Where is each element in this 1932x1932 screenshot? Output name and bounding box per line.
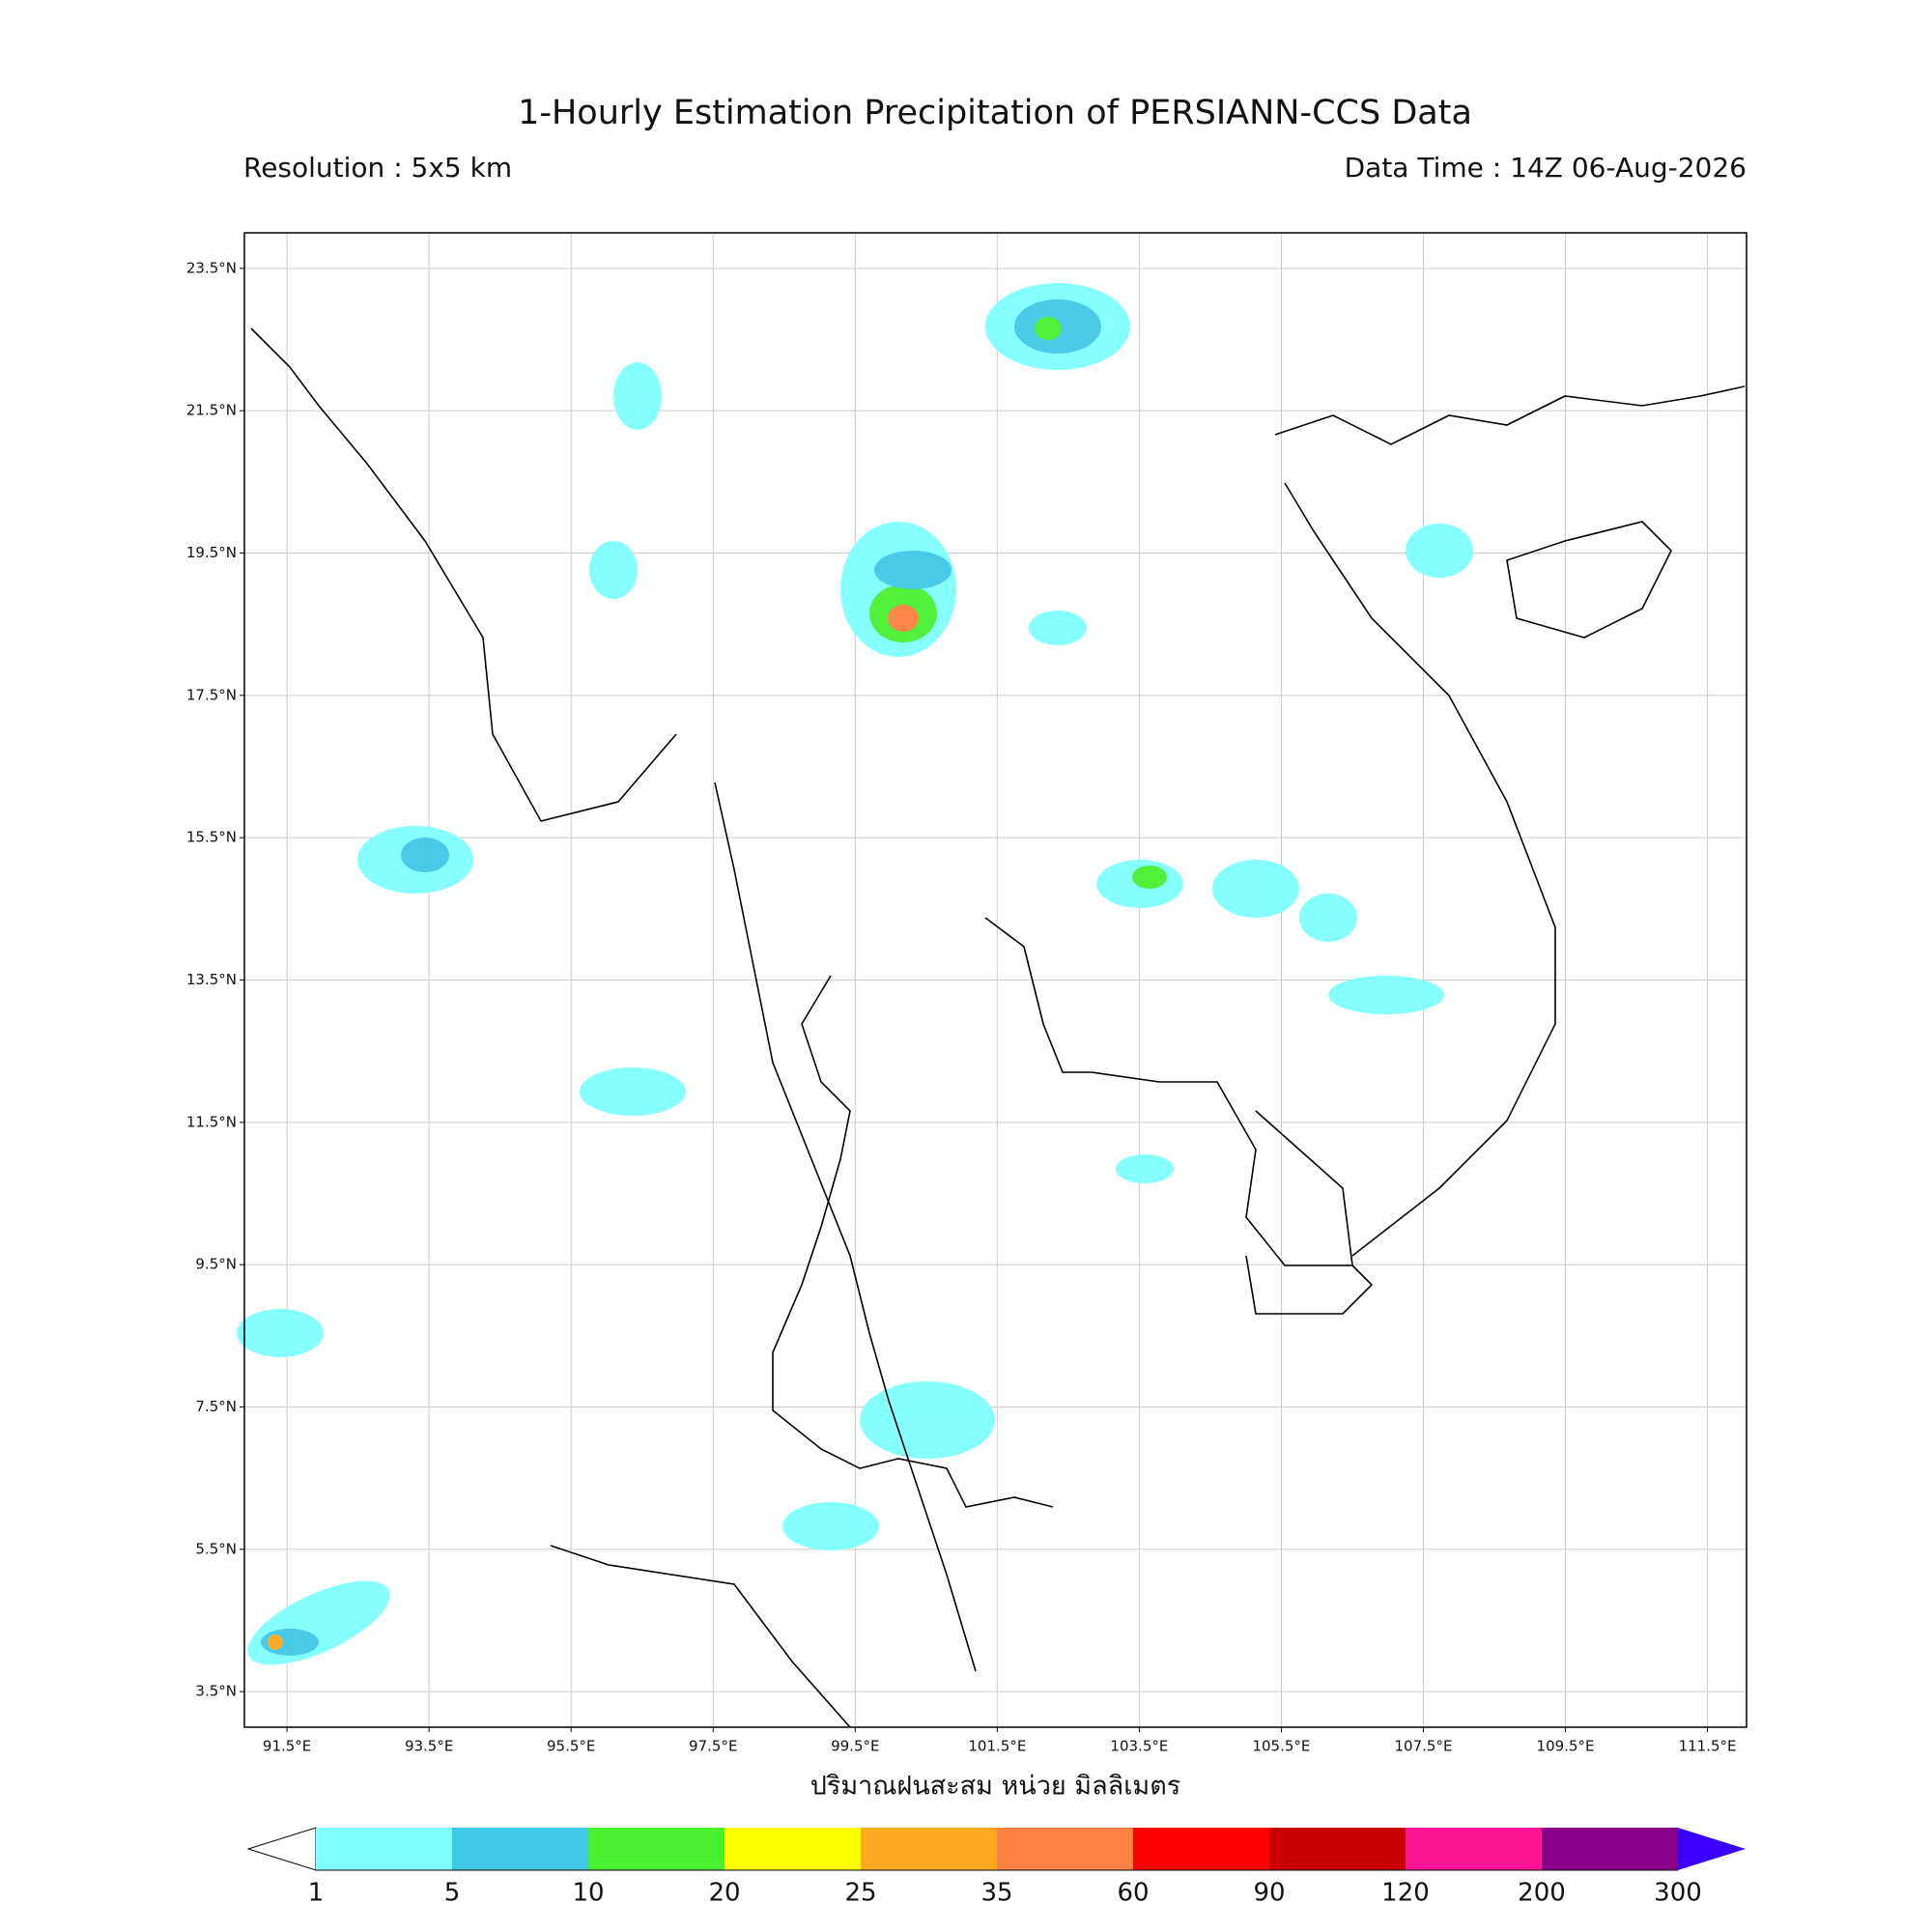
- lat-tick-label: 21.5°N: [186, 402, 237, 419]
- colorbar-label: 20: [708, 1879, 740, 1908]
- colorbar-bin: [724, 1828, 861, 1870]
- lat-tick-label: 9.5°N: [195, 1256, 237, 1273]
- lat-tick-label: 15.5°N: [186, 829, 237, 846]
- rain-cell: [1029, 611, 1087, 645]
- colorbar-label: 1: [308, 1879, 325, 1908]
- colorbar-over: [1678, 1828, 1746, 1870]
- resolution: Resolution : 5x5 km: [243, 152, 512, 184]
- island: [1506, 521, 1672, 639]
- colorbar-bin: [1133, 1828, 1269, 1870]
- colorbar-label: 60: [1117, 1879, 1149, 1908]
- rain-cell: [1035, 317, 1062, 340]
- rain-cell: [589, 541, 638, 599]
- coastline: [772, 975, 1054, 1508]
- colorbar-bin: [997, 1828, 1133, 1870]
- lon-tick-label: 107.5°E: [1395, 1738, 1453, 1755]
- lon-tick-label: 111.5°E: [1679, 1738, 1737, 1755]
- lat-tick-label: 3.5°N: [195, 1683, 237, 1700]
- lon-tick-label: 109.5°E: [1537, 1738, 1595, 1755]
- rain-cell: [1212, 860, 1299, 918]
- x-axis-label: ปริมาณฝนสะสม หน่วย มิลลิเมตร: [810, 1772, 1181, 1802]
- rain-cell: [268, 1634, 283, 1650]
- colorbar-label: 35: [980, 1879, 1012, 1908]
- colorbar-bin: [861, 1828, 997, 1870]
- coastline: [1274, 385, 1746, 445]
- data-time: Data Time : 14Z 06-Aug-2026: [1345, 152, 1747, 184]
- map-frame: [243, 232, 1747, 1728]
- colorbar-under: [246, 1827, 317, 1871]
- colorbar-label: 200: [1518, 1879, 1566, 1908]
- lon-tick-label: 93.5°E: [405, 1738, 453, 1755]
- rain-cell: [237, 1309, 324, 1357]
- coastline: [250, 327, 677, 822]
- lat-tick-label: 7.5°N: [195, 1398, 237, 1415]
- lon-tick-label: 91.5°E: [263, 1738, 311, 1755]
- rain-cell: [401, 838, 449, 872]
- lon-tick-label: 105.5°E: [1252, 1738, 1310, 1755]
- rain-cell: [1328, 976, 1444, 1014]
- coastlines: [250, 327, 1746, 1728]
- lat-tick-label: 19.5°N: [186, 544, 237, 561]
- lat-tick-label: 11.5°N: [186, 1113, 237, 1130]
- rain-cell: [1116, 1154, 1174, 1183]
- rain-cell: [1406, 524, 1473, 578]
- rain-cell: [1299, 894, 1357, 942]
- coastline: [550, 1545, 851, 1728]
- coastline: [714, 781, 977, 1672]
- lon-tick-label: 99.5°E: [831, 1738, 879, 1755]
- coastline: [984, 917, 1353, 1266]
- rain-cell: [860, 1381, 995, 1459]
- rain-cell: [247, 1580, 390, 1665]
- coastline: [1245, 1255, 1374, 1315]
- colorbar-label: 120: [1381, 1879, 1430, 1908]
- lat-tick-label: 5.5°N: [195, 1540, 237, 1557]
- lat-tick-label: 13.5°N: [186, 971, 237, 988]
- colorbar-label: 90: [1253, 1879, 1285, 1908]
- colorbar-label: 25: [844, 1879, 876, 1908]
- rain-cell: [613, 362, 662, 430]
- colorbar-label: 5: [444, 1879, 461, 1908]
- rain-cell: [1132, 866, 1167, 889]
- rain-cell: [580, 1067, 686, 1116]
- colorbar-bin: [316, 1828, 452, 1870]
- rain-field: [237, 283, 1473, 1665]
- rain-cell: [874, 551, 952, 589]
- colorbar-bin: [1406, 1828, 1542, 1870]
- colorbar-bin: [1269, 1828, 1406, 1870]
- lon-tick-label: 95.5°E: [547, 1738, 595, 1755]
- lon-tick-label: 97.5°E: [689, 1738, 737, 1755]
- coastline: [1284, 482, 1556, 1257]
- lat-tick-label: 23.5°N: [186, 259, 237, 276]
- colorbar-bin: [588, 1828, 724, 1870]
- lat-tick-label: 17.5°N: [186, 686, 237, 703]
- title: 1-Hourly Estimation Precipitation of PER…: [518, 94, 1472, 132]
- colorbar-label: 300: [1654, 1879, 1702, 1908]
- colorbar-bin: [452, 1828, 588, 1870]
- lon-tick-label: 103.5°E: [1110, 1738, 1168, 1755]
- lon-tick-label: 101.5°E: [968, 1738, 1026, 1755]
- rain-cell: [888, 605, 919, 632]
- colorbar-label: 10: [572, 1879, 604, 1908]
- colorbar-bin: [1542, 1828, 1678, 1870]
- rain-cell: [782, 1502, 879, 1550]
